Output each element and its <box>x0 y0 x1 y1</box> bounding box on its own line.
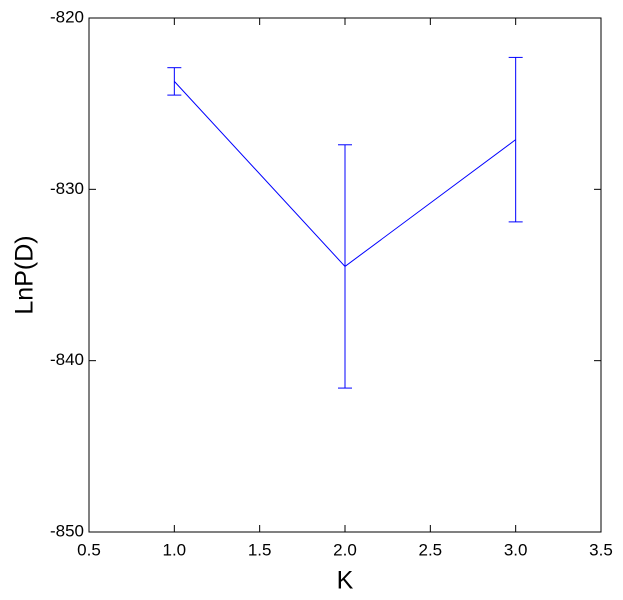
x-tick-label: 3.0 <box>504 540 528 559</box>
x-tick-label: 0.5 <box>77 540 101 559</box>
y-tick-label: -820 <box>50 7 84 26</box>
x-tick-label: 1.0 <box>163 540 187 559</box>
y-tick-label: -840 <box>50 350 84 369</box>
error-bar <box>167 67 182 96</box>
y-tick-label: -830 <box>50 179 84 198</box>
error-bar <box>338 144 352 389</box>
x-tick-label: 1.5 <box>248 540 272 559</box>
y-axis-label: LnP(D) <box>11 235 39 314</box>
x-tick-label: 3.5 <box>589 540 613 559</box>
y-tick-label: -850 <box>50 521 84 540</box>
x-tick-label: 2.5 <box>419 540 443 559</box>
x-tick-label: 2.0 <box>333 540 357 559</box>
error-bar <box>508 56 523 223</box>
x-axis-label: K <box>337 567 354 595</box>
